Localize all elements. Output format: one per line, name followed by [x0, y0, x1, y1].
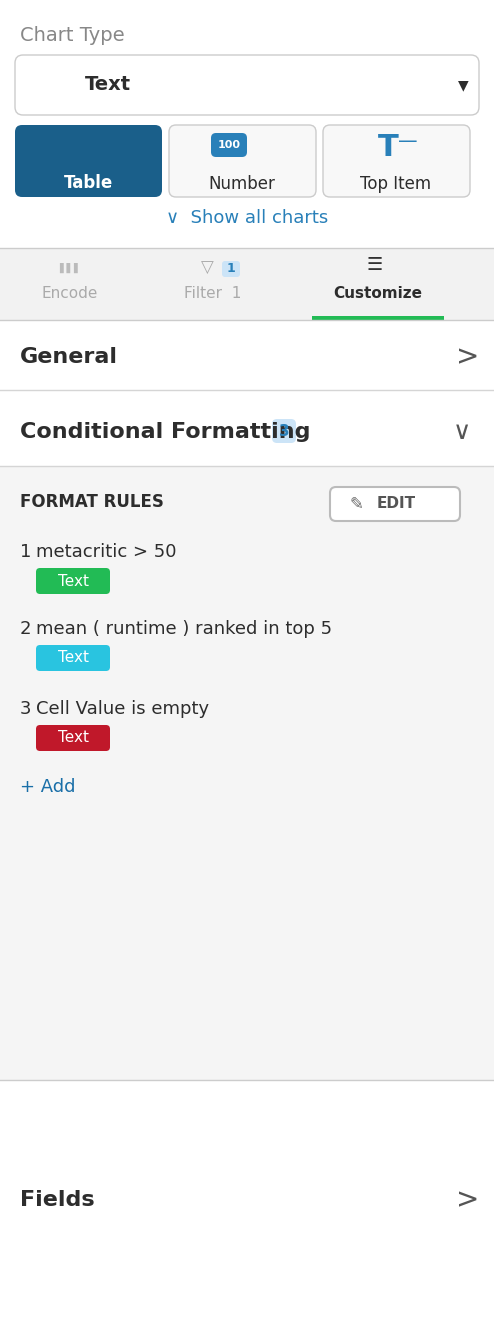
Text: Text: Text: [57, 651, 88, 666]
Text: Chart Type: Chart Type: [20, 26, 124, 45]
Text: 100: 100: [217, 140, 241, 150]
Bar: [381, 162, 395, 165]
Bar: [40, 76, 70, 82]
Text: Top Item: Top Item: [361, 175, 432, 192]
Bar: [35, 156, 142, 161]
Bar: [35, 148, 142, 152]
Text: ✎: ✎: [350, 496, 364, 513]
Text: Cell Value is empty: Cell Value is empty: [36, 700, 209, 718]
FancyBboxPatch shape: [15, 55, 479, 115]
Bar: [40, 95, 70, 100]
Bar: [35, 165, 86, 170]
Bar: [35, 138, 142, 142]
FancyBboxPatch shape: [330, 486, 460, 521]
Bar: [0, 0, 494, 270]
Text: 3: 3: [20, 700, 32, 718]
Bar: [56, 95, 70, 100]
Text: Conditional Formatting: Conditional Formatting: [20, 422, 311, 442]
Text: ▌▌▌: ▌▌▌: [59, 262, 81, 273]
Bar: [35, 156, 86, 161]
FancyBboxPatch shape: [222, 261, 240, 277]
Bar: [0, 248, 494, 320]
Bar: [40, 86, 70, 91]
Bar: [0, 320, 494, 390]
Text: EDIT: EDIT: [377, 497, 416, 511]
Text: Customize: Customize: [333, 286, 422, 302]
Text: Text: Text: [85, 75, 131, 95]
Text: ∨  Show all charts: ∨ Show all charts: [166, 210, 328, 227]
Bar: [235, 162, 249, 166]
Text: —: —: [398, 133, 418, 152]
Text: mean ( runtime ) ranked in top 5: mean ( runtime ) ranked in top 5: [36, 619, 332, 638]
Bar: [35, 165, 142, 170]
FancyBboxPatch shape: [36, 645, 110, 671]
FancyBboxPatch shape: [15, 125, 162, 196]
Text: Fields: Fields: [20, 1190, 95, 1210]
Bar: [0, 1079, 494, 1318]
Bar: [40, 69, 70, 72]
FancyBboxPatch shape: [323, 125, 470, 196]
Text: T: T: [377, 133, 398, 162]
Text: General: General: [20, 347, 118, 366]
FancyBboxPatch shape: [36, 568, 110, 594]
Bar: [56, 76, 70, 82]
Bar: [0, 467, 494, 1079]
Text: Text: Text: [57, 573, 88, 589]
Text: ▼: ▼: [457, 78, 468, 92]
Text: Number: Number: [208, 175, 276, 192]
Text: 1: 1: [20, 543, 32, 561]
Bar: [56, 86, 70, 91]
Text: Table: Table: [63, 174, 113, 192]
Bar: [40, 95, 53, 100]
Bar: [35, 148, 86, 152]
Text: Text: Text: [57, 730, 88, 746]
FancyBboxPatch shape: [36, 725, 110, 751]
Text: >: >: [456, 1186, 480, 1214]
FancyBboxPatch shape: [272, 419, 296, 443]
Text: ☰: ☰: [367, 256, 383, 274]
Text: Encode: Encode: [42, 286, 98, 302]
Bar: [199, 162, 213, 166]
FancyBboxPatch shape: [169, 125, 316, 196]
Bar: [40, 76, 53, 82]
Bar: [40, 69, 70, 72]
Bar: [312, 316, 444, 320]
Bar: [345, 162, 359, 165]
Bar: [363, 162, 377, 165]
Text: >: >: [456, 343, 480, 370]
Text: 3: 3: [279, 424, 289, 439]
Bar: [0, 390, 494, 467]
Text: 1: 1: [227, 262, 235, 275]
FancyBboxPatch shape: [211, 133, 247, 157]
Bar: [40, 86, 53, 91]
Text: + Add: + Add: [20, 778, 76, 796]
Text: metacritic > 50: metacritic > 50: [36, 543, 176, 561]
Text: Filter  1: Filter 1: [184, 286, 242, 302]
Text: ▽: ▽: [201, 260, 213, 277]
Text: ∨: ∨: [453, 420, 471, 444]
Bar: [217, 162, 231, 166]
Text: FORMAT RULES: FORMAT RULES: [20, 493, 164, 511]
Text: 2: 2: [20, 619, 32, 638]
